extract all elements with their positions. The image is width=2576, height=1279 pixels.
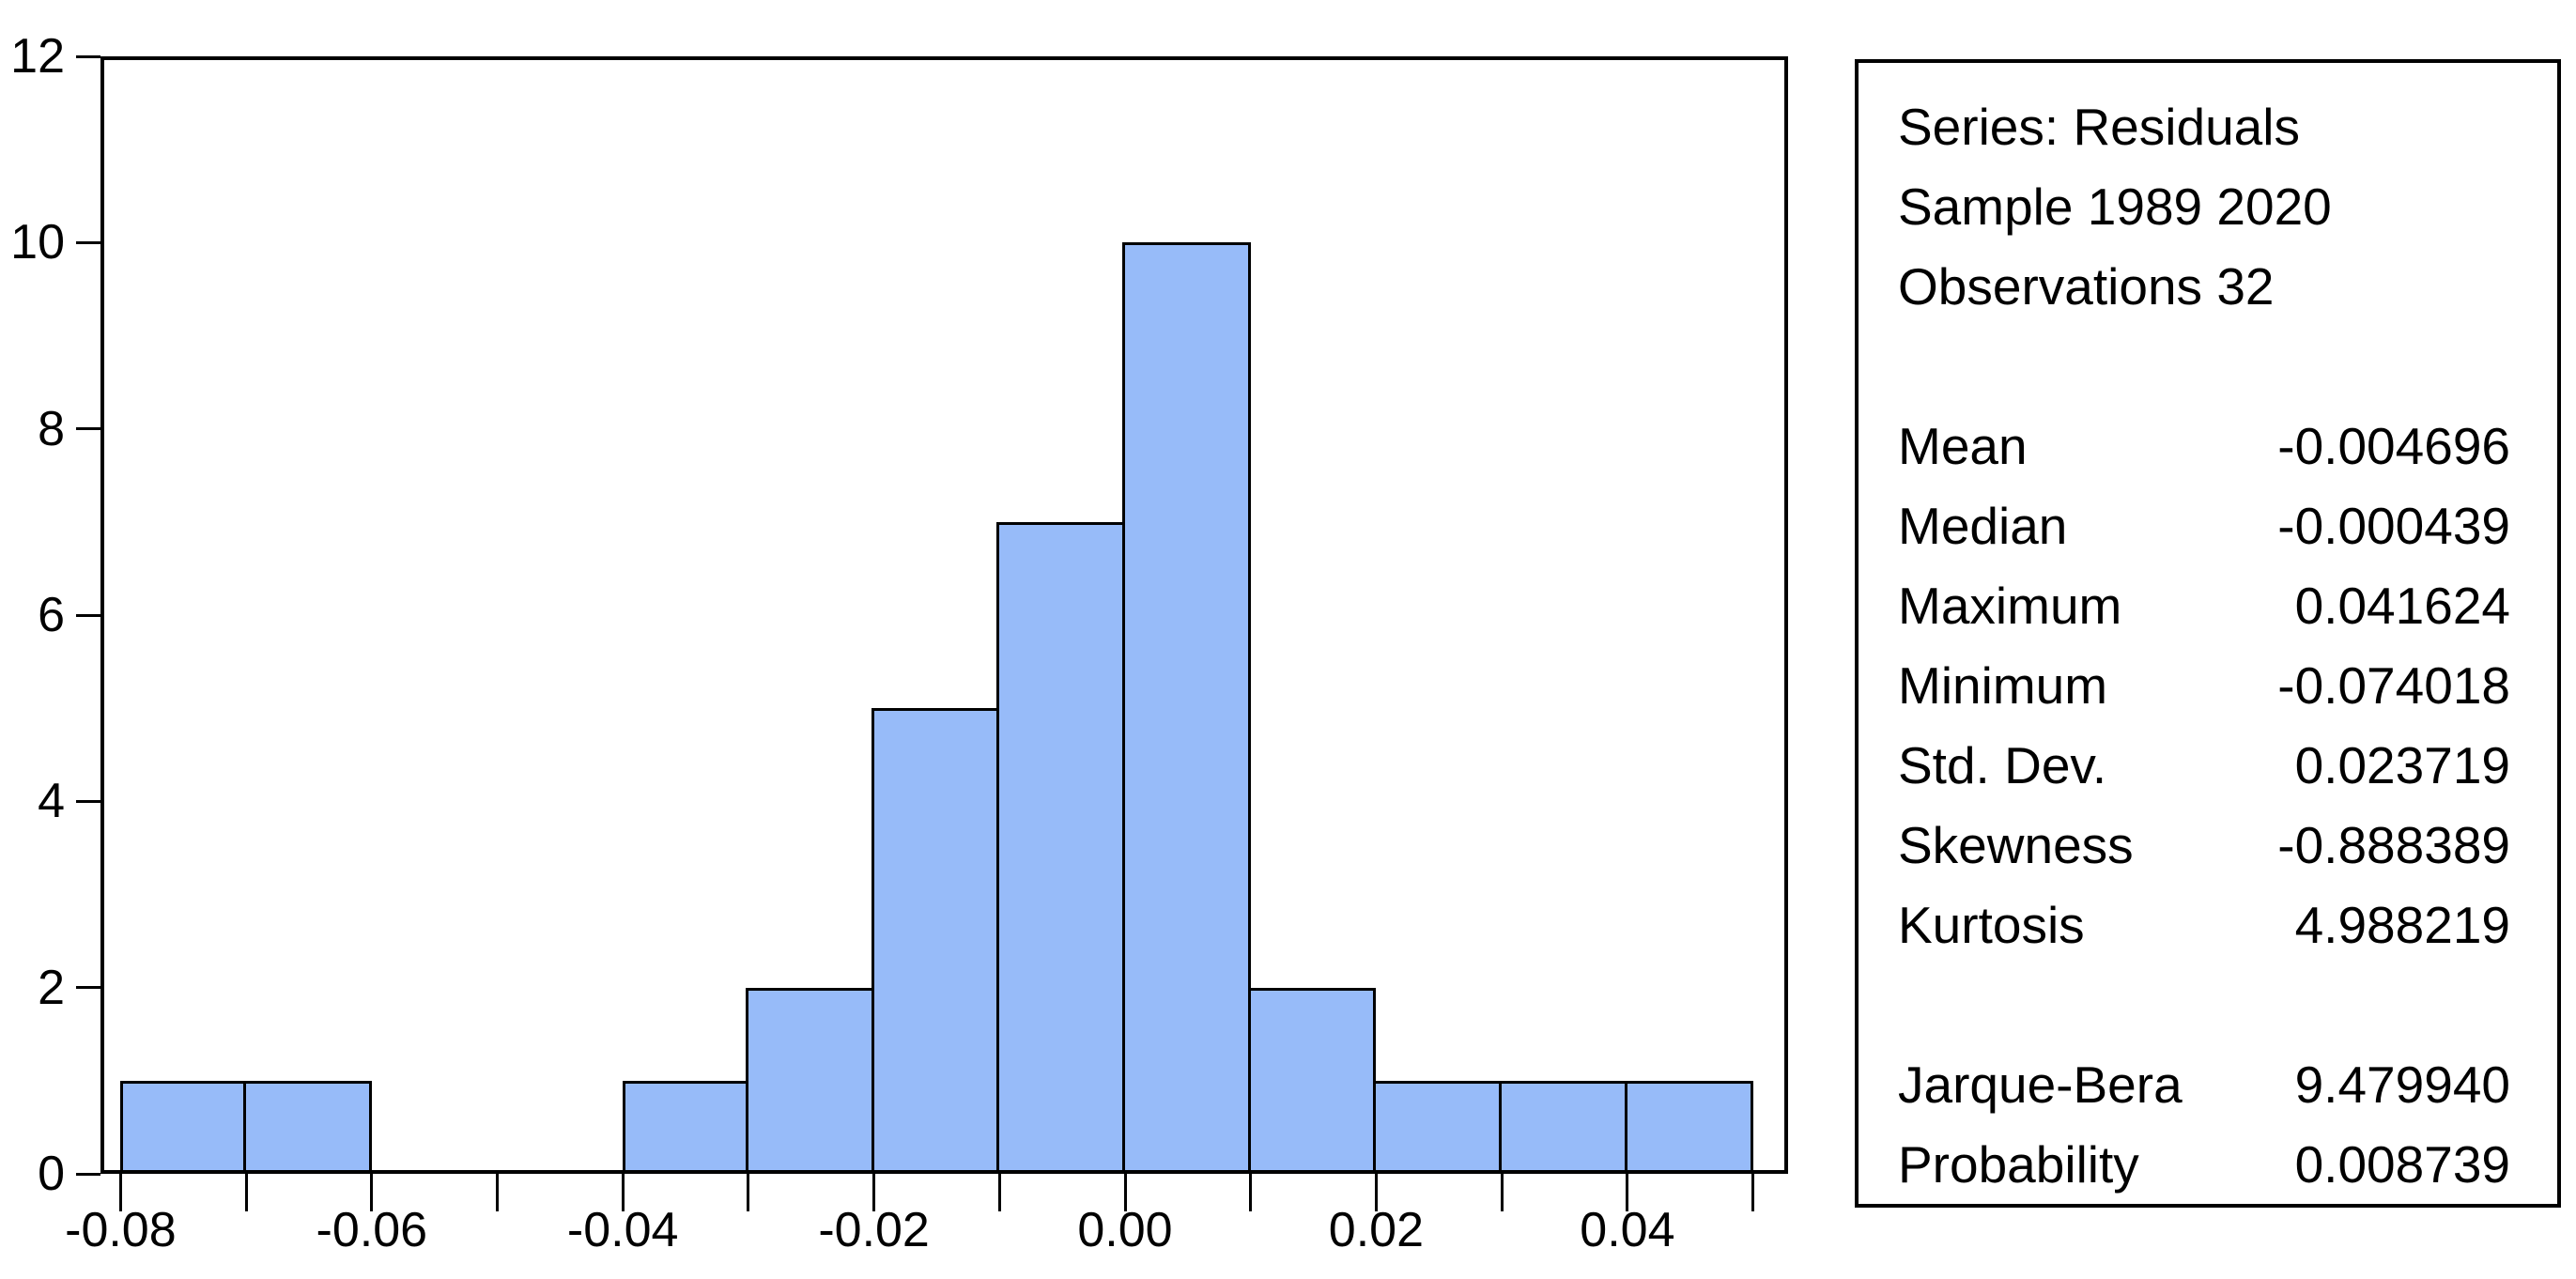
stat-row: Probability 0.008739 — [1898, 1125, 2510, 1205]
stat-value: 4.988219 — [2294, 896, 2510, 954]
x-tick-mark — [1249, 1174, 1253, 1211]
stat-rows-main: Mean -0.004696 Median -0.000439 Maximum 0.041… — [1898, 407, 2510, 965]
y-tick-mark — [76, 427, 100, 431]
stat-value: 9.479940 — [2294, 1056, 2510, 1114]
stat-value: 0.023719 — [2294, 736, 2510, 794]
x-tick-mark — [747, 1174, 750, 1211]
stat-value: -0.000439 — [2277, 497, 2510, 555]
histogram-bar — [1122, 242, 1251, 1170]
stat-label: Kurtosis — [1898, 896, 2085, 954]
x-tick-label: -0.04 — [566, 1203, 679, 1257]
x-tick-mark — [496, 1174, 499, 1211]
stat-row: Minimum -0.074018 — [1898, 646, 2510, 726]
y-tick-mark — [76, 54, 100, 58]
observations-count: Observations 32 — [1898, 257, 2275, 316]
y-tick-label: 8 — [38, 401, 65, 456]
x-tick-mark — [118, 1174, 122, 1211]
stats-box: Series: Residuals Sample 1989 2020 Obser… — [1855, 59, 2561, 1208]
histogram-bar — [243, 1080, 372, 1170]
stat-rows-test: Jarque-Bera 9.479940 Probability 0.008739 — [1898, 1045, 2510, 1205]
stats-gap — [1898, 327, 2510, 407]
x-tick-mark — [370, 1174, 374, 1211]
stat-value: -0.888389 — [2277, 816, 2510, 874]
histogram-bar — [996, 521, 1125, 1170]
x-tick-mark — [1751, 1174, 1755, 1211]
x-tick-mark — [621, 1174, 625, 1211]
y-tick-label: 0 — [38, 1147, 65, 1201]
plot-frame — [100, 56, 1788, 1174]
x-tick-mark — [244, 1174, 248, 1211]
stats-gap — [1898, 965, 2510, 1045]
stat-row: Jarque-Bera 9.479940 — [1898, 1045, 2510, 1125]
y-tick-label: 4 — [38, 774, 65, 829]
y-tick-label: 2 — [38, 960, 65, 1015]
histogram-bar — [120, 1080, 247, 1170]
x-tick-mark — [872, 1174, 876, 1211]
sample-range: Sample 1989 2020 — [1898, 177, 2332, 236]
x-tick-mark — [997, 1174, 1001, 1211]
stat-label: Minimum — [1898, 656, 2108, 715]
histogram-bar — [623, 1080, 748, 1170]
stat-row: Skewness -0.888389 — [1898, 806, 2510, 886]
stat-value: -0.004696 — [2277, 417, 2510, 475]
stat-label: Probability — [1898, 1135, 2139, 1194]
stat-label: Std. Dev. — [1898, 736, 2107, 794]
y-tick-mark — [76, 1172, 100, 1176]
y-tick-mark — [76, 613, 100, 617]
stat-row: Mean -0.004696 — [1898, 407, 2510, 486]
stat-label: Jarque-Bera — [1898, 1056, 2183, 1114]
x-tick-label: 0.02 — [1328, 1203, 1424, 1257]
y-tick-mark — [76, 986, 100, 990]
y-tick-mark — [76, 799, 100, 803]
stat-row: Maximum 0.041624 — [1898, 566, 2510, 646]
histogram-bar — [1624, 1080, 1753, 1170]
stat-value: -0.074018 — [2277, 656, 2510, 715]
y-tick-label: 12 — [10, 29, 65, 84]
histogram-bar — [745, 987, 874, 1170]
stat-label: Mean — [1898, 417, 2028, 475]
series-title: Series: Residuals — [1898, 98, 2300, 156]
x-tick-label: -0.06 — [316, 1203, 428, 1257]
histogram-bar — [1499, 1080, 1627, 1170]
x-tick-label: -0.02 — [818, 1203, 930, 1257]
stat-label: Median — [1898, 497, 2068, 555]
histogram-bar — [1373, 1080, 1503, 1170]
histogram-bar — [871, 708, 1000, 1170]
x-tick-label: 0.00 — [1077, 1203, 1173, 1257]
histogram-bar — [1247, 987, 1377, 1170]
y-tick-mark — [76, 240, 100, 244]
stat-value: 0.008739 — [2294, 1135, 2510, 1194]
x-tick-mark — [1374, 1174, 1378, 1211]
stat-row: Median -0.000439 — [1898, 486, 2510, 566]
x-tick-label: 0.04 — [1580, 1203, 1675, 1257]
x-tick-mark — [1500, 1174, 1504, 1211]
stat-label: Skewness — [1898, 816, 2134, 874]
residuals-histogram: -0.08 -0.06 -0.04 -0.02 0.00 0.02 0.04 0 2 4 6 8 10 1… — [10, 29, 1788, 1257]
y-tick-label: 10 — [10, 215, 65, 270]
x-tick-mark — [1123, 1174, 1127, 1211]
stat-row: Std. Dev. 0.023719 — [1898, 726, 2510, 806]
stat-value: 0.041624 — [2294, 577, 2510, 635]
stat-row: Kurtosis 4.988219 — [1898, 886, 2510, 965]
y-tick-label: 6 — [38, 588, 65, 642]
x-tick-label: -0.08 — [65, 1203, 177, 1257]
stat-label: Maximum — [1898, 577, 2122, 635]
x-tick-mark — [1626, 1174, 1629, 1211]
